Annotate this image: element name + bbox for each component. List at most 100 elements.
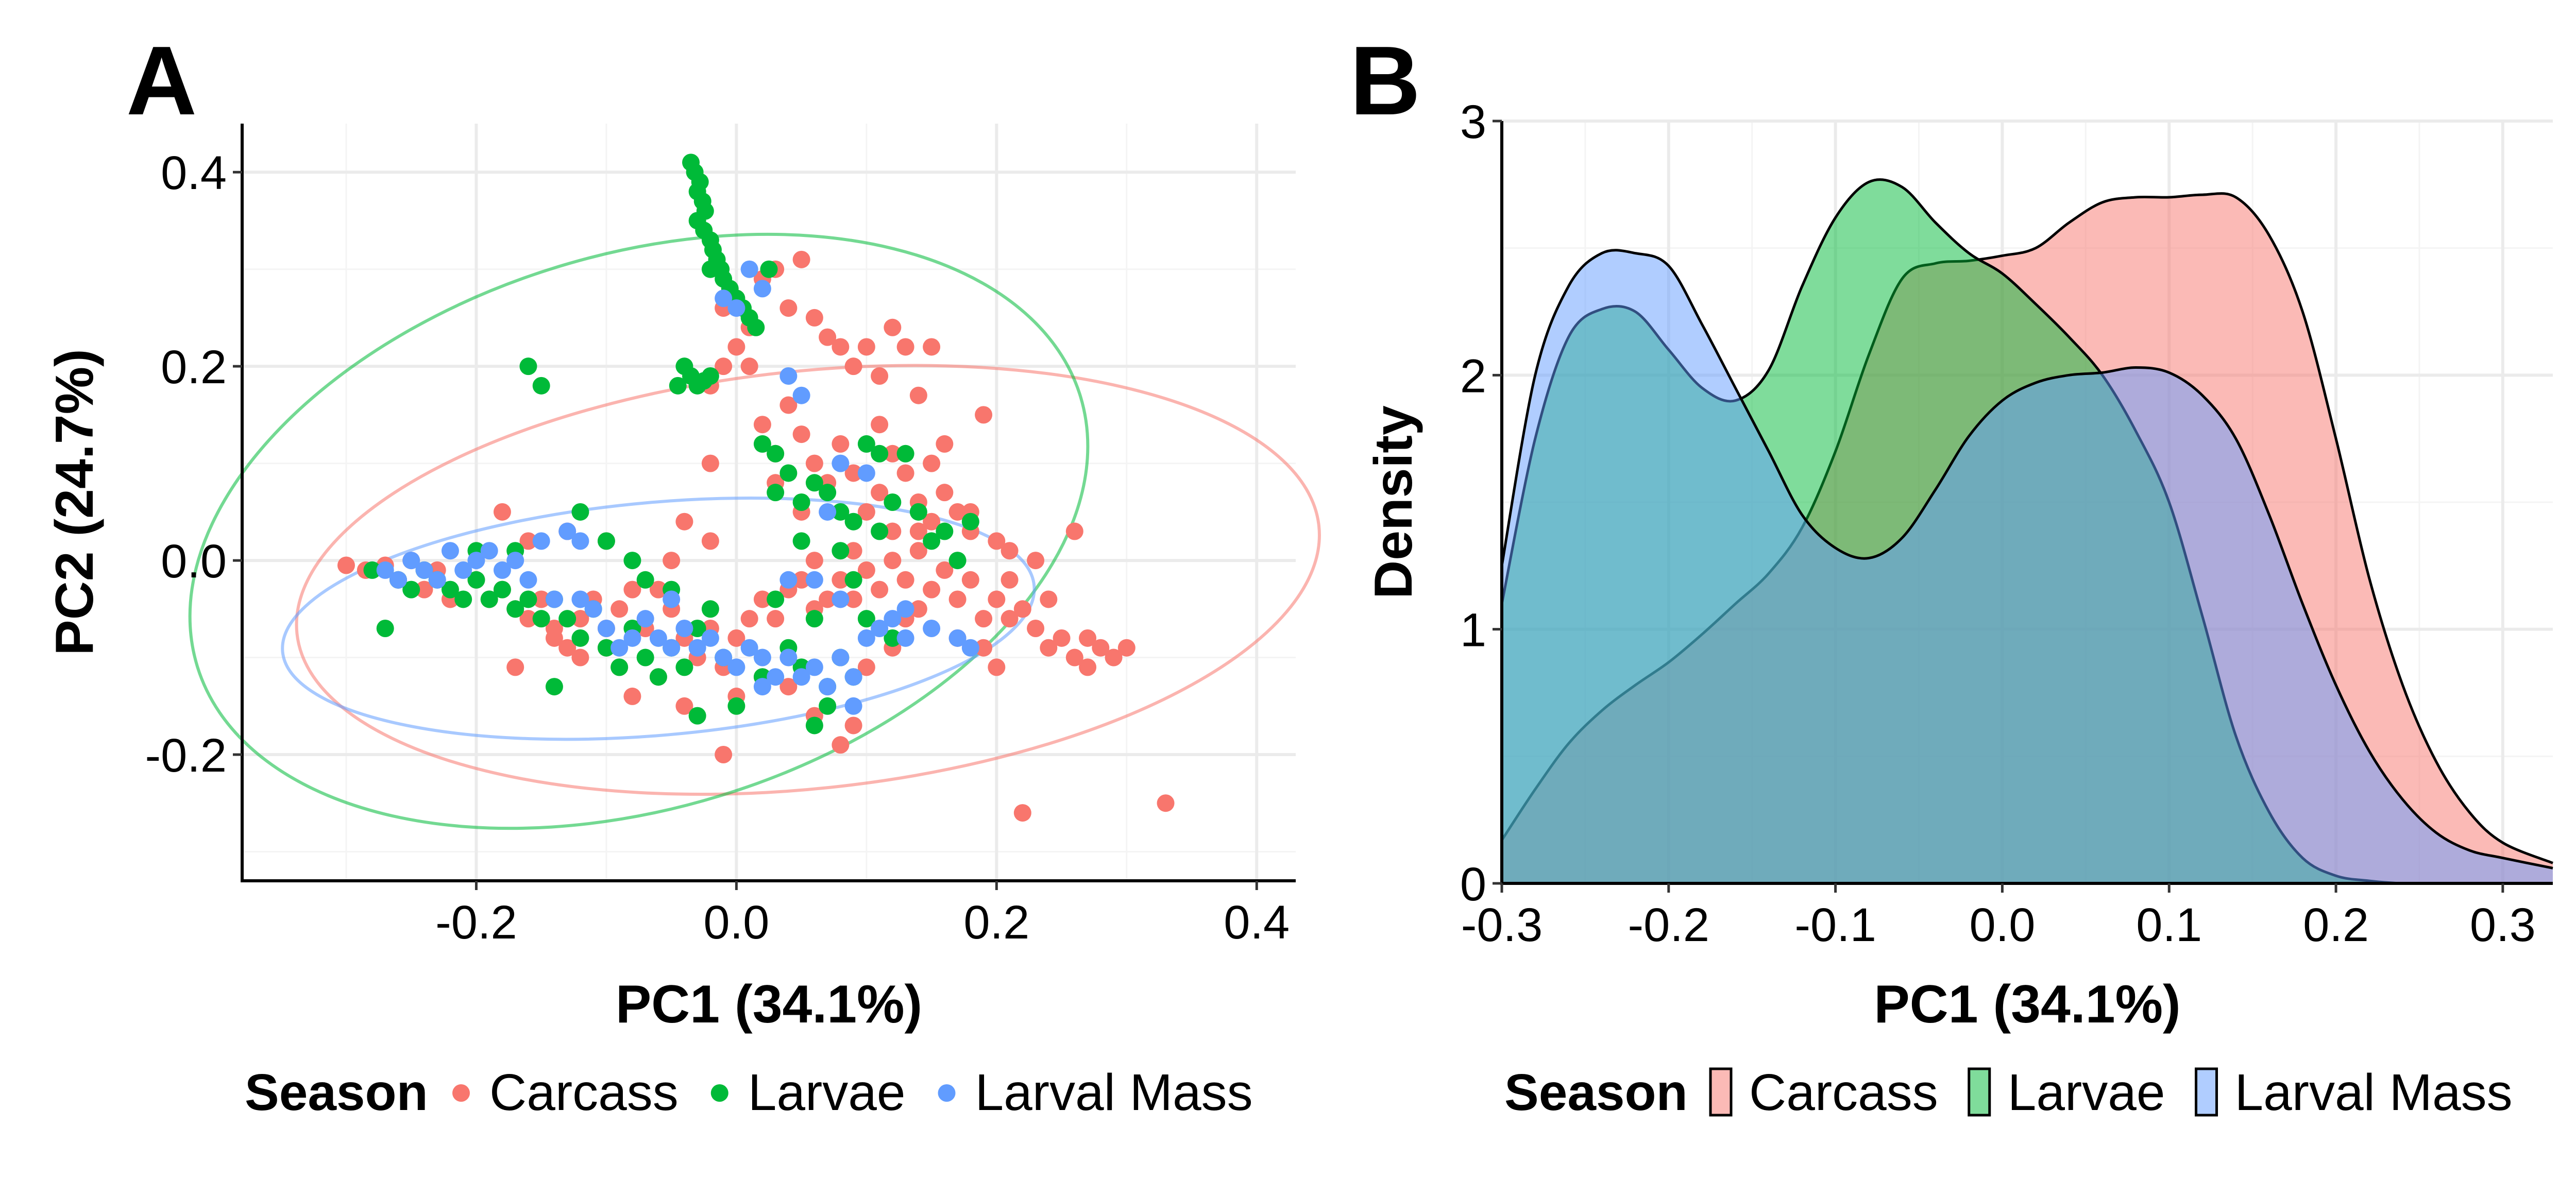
point-carcass [767,610,785,628]
point-larvae [884,493,902,511]
point-larvae [623,552,641,570]
point-larvae [611,658,629,676]
x-tick-label: -0.2 [435,896,517,949]
point-larval-mass [571,532,589,550]
point-larval-mass [779,648,798,667]
point-larvae [896,445,914,463]
point-larval-mass [649,629,667,647]
point-carcass [779,396,798,414]
point-larvae [857,610,875,628]
point-carcass [611,600,629,618]
point-carcass [844,542,862,560]
point-carcass [493,503,511,521]
point-carcass [715,357,733,375]
point-carcass [805,454,823,472]
point-larvae [376,620,394,637]
x-tick-label: 0.2 [963,896,1029,949]
panel-a-letter: A [126,26,197,135]
point-larval-mass [558,522,577,540]
point-larvae [884,629,902,647]
point-larvae [532,377,550,395]
legend-label-carcass: Carcass [1749,1064,1938,1121]
point-larval-mass [767,668,785,686]
point-larvae [480,590,498,608]
point-larval-mass [727,658,745,676]
point-larval-mass [832,454,850,472]
point-carcass [884,522,902,540]
ellipse-larval-mass [281,496,1036,741]
legend-key-larvae [1968,1067,1991,1117]
point-carcass [1157,794,1175,812]
point-carcass [909,522,927,540]
point-carcass [571,610,589,628]
point-larvae [454,590,472,608]
point-carcass [871,367,889,385]
point-larvae [909,503,927,521]
legend-key-larvae [710,1084,728,1102]
point-larvae [597,639,615,657]
point-carcass [844,464,862,482]
point-carcass [1001,571,1019,589]
point-larvae [819,697,837,715]
point-larvae [701,600,719,618]
point-larval-mass [454,561,472,579]
point-carcass [923,581,941,599]
panel-b-axes: -0.3 -0.2 -0.1 0.0 0.1 0.2 0.3 0 1 2 3 [1460,96,2553,951]
point-carcass [1013,804,1031,822]
point-larval-mass [740,639,758,657]
point-carcass [975,610,993,628]
point-carcass [1027,552,1045,570]
point-carcass [1001,610,1019,628]
point-larvae [636,571,654,589]
point-carcass [1065,648,1083,667]
point-larvae [701,260,719,278]
y-tick-label: 3 [1460,96,1486,148]
point-larval-mass [623,629,641,647]
point-larvae [871,522,889,540]
point-larval-mass [871,620,889,637]
point-carcass [975,406,993,424]
panel-b-density: B -0.3 -0.2 -0.1 0.0 0.1 0.2 0.3 0 1 2 3 PC1 (34.1… [1350,26,2553,1121]
point-larvae [747,318,765,336]
point-larvae [688,620,706,637]
point-larval-mass [532,532,550,550]
panel-a-y-axis-title: PC2 (24.7%) [45,349,105,655]
point-carcass [936,484,954,502]
point-carcass [857,658,875,676]
point-larval-mass [779,367,798,385]
point-larvae [832,503,850,521]
point-carcass [1117,639,1136,657]
point-carcass [779,678,798,696]
point-carcass [819,328,837,346]
point-carcass [832,736,850,754]
point-larvae [545,678,563,696]
point-larvae [701,367,719,385]
point-carcass [857,561,875,579]
point-larvae [936,522,954,540]
point-larvae [948,552,967,570]
point-carcass [740,610,758,628]
point-larval-mass [884,610,902,628]
point-carcass [1092,639,1110,657]
y-tick-label: 0 [1460,858,1486,911]
y-tick-label: 0.4 [161,147,227,199]
point-carcass [1040,590,1058,608]
point-carcass [884,552,902,570]
point-larval-mass [688,639,706,657]
legend-title: Season [245,1064,428,1121]
panel-a-axes: -0.2 0.0 0.2 0.4 -0.2 0.0 0.2 0.4 [145,124,1296,949]
x-tick-label: -0.2 [1628,899,1710,951]
point-carcass [923,338,941,356]
x-tick-label: 0.1 [2136,899,2202,951]
point-larvae [506,600,524,618]
density-area-larval-mass [1502,250,2553,883]
point-carcass [623,581,641,599]
point-carcass [961,571,979,589]
x-tick-label: -0.3 [1461,899,1543,951]
point-larvae [519,357,537,375]
y-tick-label: -0.2 [145,729,227,782]
point-larval-mass [753,678,771,696]
legend-label-carcass: Carcass [489,1064,679,1121]
point-larval-mass [857,464,875,482]
point-larval-mass [896,629,914,647]
